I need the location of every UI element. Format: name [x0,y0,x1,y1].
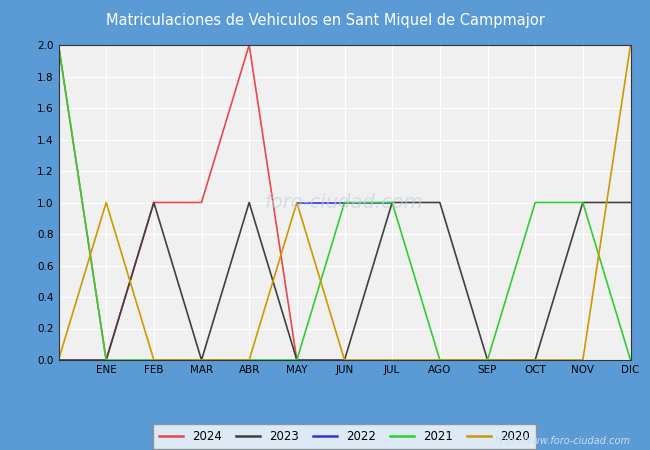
Text: http://www.foro-ciudad.com: http://www.foro-ciudad.com [495,436,630,446]
Legend: 2024, 2023, 2022, 2021, 2020: 2024, 2023, 2022, 2021, 2020 [153,424,536,449]
Text: Matriculaciones de Vehiculos en Sant Miquel de Campmajor: Matriculaciones de Vehiculos en Sant Miq… [105,14,545,28]
Text: foro-ciudad.com: foro-ciudad.com [265,193,424,212]
